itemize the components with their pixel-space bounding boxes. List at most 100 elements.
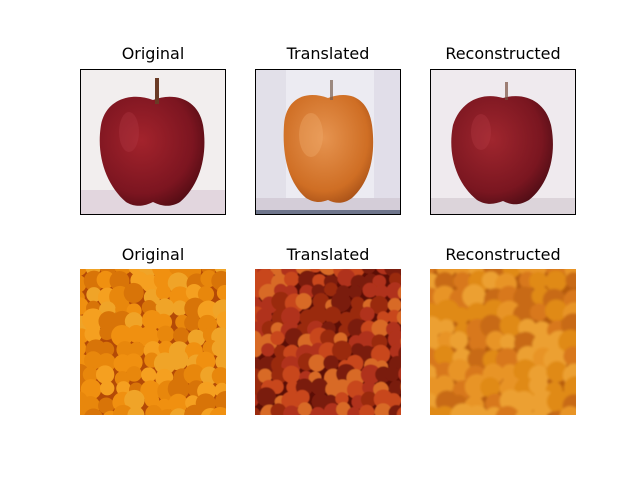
orange-fruit [145, 405, 163, 415]
orange-fruit [169, 408, 188, 415]
orange-fruit [297, 402, 313, 415]
orange-fruit [545, 299, 568, 322]
orange-fruit [123, 282, 144, 303]
panel-apple-translated [255, 69, 401, 215]
orange-fruit [374, 284, 389, 299]
orange-fruit [385, 393, 401, 409]
orange-fruit [98, 341, 115, 358]
orange-fruit [337, 269, 356, 287]
orange-fruit [157, 325, 175, 343]
orange-fruit [398, 367, 401, 381]
orange-fruit [361, 269, 376, 274]
orange-fruit [359, 306, 375, 322]
orange-fruit [465, 405, 489, 415]
orange-fruit [397, 286, 401, 300]
orange-fruit [499, 314, 522, 337]
orange-fruit [155, 298, 175, 318]
orange-fruit [255, 407, 261, 415]
orange-fruit [387, 330, 401, 349]
orange-fruit [529, 303, 548, 322]
orange-fruit [362, 282, 378, 298]
orange-fruit [141, 367, 157, 383]
orange-fruit [320, 329, 337, 347]
orange-fruit [215, 353, 226, 371]
orange-fruit [348, 285, 362, 299]
orange-fruit [116, 381, 131, 396]
orange-fruit [81, 308, 105, 331]
orange-fruit [214, 391, 226, 413]
orange-fruit [284, 271, 300, 287]
orange-fruit [99, 325, 115, 341]
orange-fruit [430, 316, 442, 338]
orange-fruit [388, 380, 401, 396]
orange-fruit [495, 405, 520, 415]
orange-fruit [129, 341, 145, 358]
orange-fruit [86, 287, 102, 303]
orange-fruit [294, 389, 310, 405]
orange-fruit [388, 272, 401, 287]
orange-fruit [126, 366, 142, 382]
orange-fruit [98, 397, 115, 414]
orange-fruit [282, 365, 301, 384]
orange-fruit [124, 389, 145, 411]
orange-fruit [468, 333, 488, 353]
orange-fruit [319, 269, 338, 276]
orange-fruit [257, 368, 273, 383]
orange-fruit [155, 284, 171, 300]
panel-oranges-reconstructed [430, 269, 576, 415]
orange-fruit [80, 297, 89, 315]
orange-fruit [563, 346, 576, 367]
orange-fruit [216, 311, 226, 329]
orange-fruit [283, 405, 300, 415]
orange-fruit [360, 391, 377, 408]
title-row2-reconstructed: Reconstructed [445, 245, 561, 264]
orange-fruit [323, 306, 342, 324]
orange-fruit [270, 403, 287, 415]
orange-fruit [357, 330, 376, 350]
title-row1-translated: Translated [286, 44, 370, 63]
orange-fruit [485, 330, 506, 351]
orange-fruit [330, 292, 351, 312]
orange-fruit [82, 366, 99, 383]
orange-fruit [295, 293, 312, 310]
orange-fruit [116, 341, 134, 359]
orange-fruit [261, 343, 275, 357]
orange-fruit [545, 270, 567, 293]
orange-fruit [515, 409, 535, 415]
orange-fruit [387, 298, 401, 313]
orange-fruit [371, 344, 391, 364]
orange-fruit [310, 378, 329, 396]
orange-fruit [256, 387, 277, 407]
orange-fruit [331, 340, 352, 361]
orange-fruit [309, 269, 322, 273]
panel-oranges-original [80, 269, 226, 415]
orange-fruit [386, 282, 401, 301]
orange-fruit [172, 300, 188, 316]
orange-fruit [286, 380, 300, 394]
orange-fruit [111, 324, 133, 347]
panel-oranges-translated [255, 269, 401, 415]
orange-fruit [499, 333, 517, 351]
orange-fruit [255, 308, 273, 325]
orange-fruit [197, 286, 215, 303]
orange-fruit [434, 345, 455, 366]
orange-fruit [311, 393, 329, 411]
orange-fruit [307, 305, 328, 325]
orange-fruit [396, 407, 401, 415]
orange-fruit [255, 341, 263, 358]
title-row1-reconstructed: Reconstructed [445, 44, 561, 63]
orange-fruit [333, 379, 352, 398]
orange-fruit [346, 380, 366, 399]
orange-fruit [308, 354, 326, 372]
orange-fruit [168, 393, 188, 414]
orange-fruit [466, 302, 488, 324]
orange-fruit [184, 404, 206, 415]
orange-fruit [370, 295, 389, 315]
orange-fruit [512, 391, 536, 415]
orange-fruit [270, 331, 285, 346]
orange-fruit [362, 380, 376, 395]
orange-fruit [80, 269, 87, 276]
orange-fruit [99, 381, 115, 396]
title-row1-original: Original [121, 44, 185, 63]
orange-fruit [529, 271, 548, 290]
